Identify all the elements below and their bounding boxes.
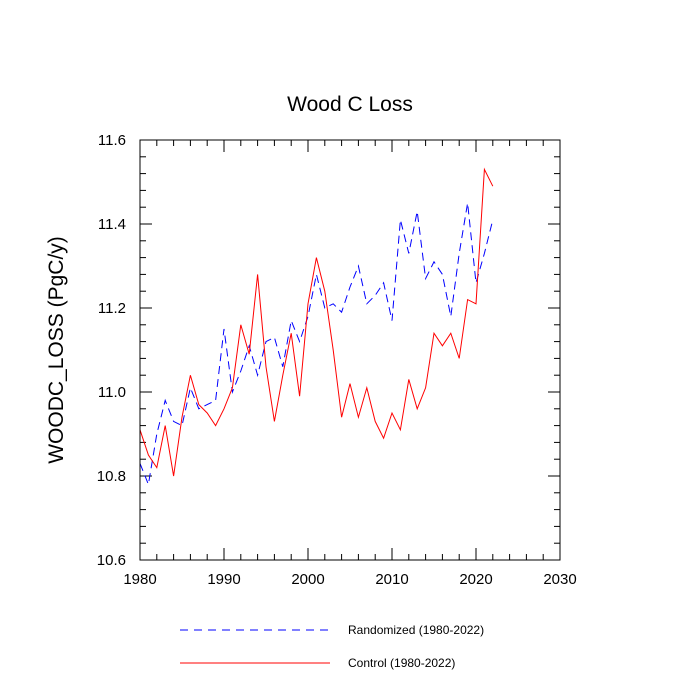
legend: Randomized (1980-2022) Control (1980-2022…	[180, 623, 484, 670]
x-tick-label: 2000	[291, 571, 324, 588]
series-line-randomized	[139, 202, 494, 487]
y-tick-label: 11.4	[98, 216, 126, 233]
y-tick-label: 10.8	[97, 468, 126, 485]
x-tick-label: 2030	[543, 571, 576, 588]
tick-labels: 1980 1990 2000 2010 2020 2030 10.6 10.8 11.0 11.2…	[97, 132, 577, 588]
plot-frame	[139, 139, 561, 561]
chart-title: Wood C Loss	[287, 93, 413, 116]
y-tick-label: 11.2	[98, 300, 126, 317]
y-axis-label: WOODC_LOSS (PgC/y)	[45, 236, 68, 464]
x-tick-label: 2010	[375, 571, 408, 588]
x-tick-label: 1980	[123, 571, 156, 588]
x-tick-label: 1990	[207, 571, 240, 588]
y-tick-label: 11.6	[98, 132, 126, 149]
series-line-control	[139, 167, 494, 477]
legend-label-control: Control (1980-2022)	[348, 656, 455, 670]
x-tick-label: 2020	[459, 571, 492, 588]
y-tick-label: 11.0	[98, 384, 126, 401]
legend-label-randomized: Randomized (1980-2022)	[348, 623, 484, 637]
axis-ticks	[139, 139, 561, 561]
series-layer	[139, 167, 494, 487]
y-tick-label: 10.6	[97, 552, 126, 569]
